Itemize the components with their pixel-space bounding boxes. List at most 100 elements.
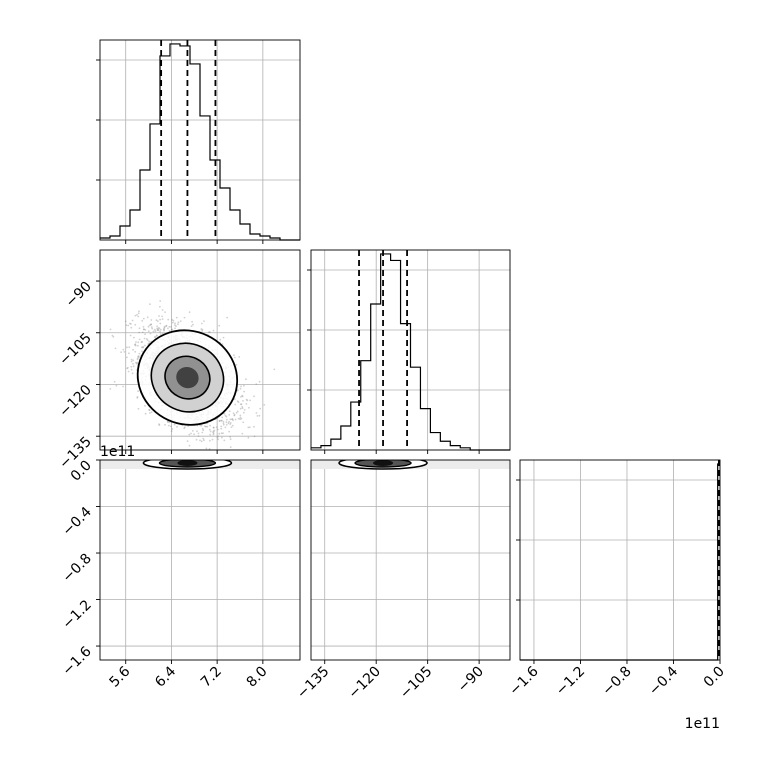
scatter-0-1-point-964 — [241, 407, 244, 410]
scatter-0-1-point-2239 — [248, 426, 251, 429]
scatter-0-1-point-693 — [129, 322, 131, 325]
scatter-0-1-point-655 — [141, 319, 144, 322]
hist-param-0-bin-16 — [260, 236, 270, 240]
scatter-0-1-point-1569 — [222, 336, 225, 339]
scatter-0-1-point-2424 — [144, 329, 147, 331]
scatter-0-1-point-1180 — [172, 319, 175, 322]
scatter-0-1-point-529 — [227, 422, 230, 425]
scatter-0-2-frame — [99, 459, 301, 661]
scatter-0-1-point-1056 — [171, 321, 174, 324]
scatter-0-1-point-1196 — [193, 433, 196, 436]
scatter-1-2-point-968 — [307, 460, 309, 462]
scatter-0-1-point-289 — [126, 346, 128, 349]
scatter-0-1-point-443 — [229, 446, 232, 448]
scatter-0-1-point-2151 — [212, 430, 215, 433]
scatter-0-1-point-1251 — [137, 315, 140, 318]
scatter-0-1-point-2110 — [173, 423, 176, 426]
scatter-0-1-point-1679 — [202, 429, 205, 432]
scatter-0-1-point-568 — [218, 432, 221, 435]
scatter-0-1-point-115 — [242, 400, 244, 402]
scatter-0-1-point-146 — [134, 344, 137, 347]
scatter-0-1-point-556 — [233, 413, 236, 416]
scatter-param0-vs-param1-panel — [96, 249, 301, 458]
scatter-0-1-point-1262 — [202, 437, 205, 440]
scatter-0-1-point-2419 — [243, 390, 246, 393]
scatter-0-1-point-643 — [129, 334, 132, 337]
scatter-0-1-point-1336 — [192, 323, 194, 326]
scatter-0-1-point-1788 — [188, 311, 191, 314]
scatter-0-1-point-2042 — [155, 319, 158, 322]
scatter-0-1-point-622 — [191, 430, 194, 432]
scatter-0-1-point-372 — [231, 418, 233, 421]
scatter-0-1-contour-3 — [176, 366, 199, 389]
scatter-0-1-point-813 — [155, 334, 158, 337]
scatter-0-1-point-2590 — [236, 410, 239, 413]
scatter-0-1-point-893 — [226, 316, 229, 319]
scatter-0-1-point-1662 — [217, 435, 220, 438]
hist-param-0-bin-14 — [240, 224, 250, 240]
scatter-0-1-point-2342 — [203, 320, 205, 322]
scatter-0-1-point-2423 — [213, 429, 216, 432]
scatter-0-1-point-1707 — [168, 325, 171, 328]
scatter-0-1-point-349 — [243, 384, 245, 387]
scatter-0-1-point-1899 — [138, 310, 140, 313]
scatter-0-1-point-461 — [148, 340, 150, 343]
scatter-0-2-band-core — [177, 460, 198, 466]
scatter-0-1-point-1386 — [156, 320, 159, 322]
scatter-0-1-point-382 — [209, 454, 211, 456]
scatter-0-1-point-357 — [150, 326, 153, 328]
scatter-0-1-point-1789 — [143, 328, 145, 331]
scatter-0-1-point-956 — [239, 407, 242, 410]
scatter-0-1-point-673 — [235, 363, 238, 366]
scatter-0-1-point-601 — [131, 372, 134, 375]
scatter-0-1-point-1640 — [200, 440, 203, 443]
scatter-0-1-point-974 — [159, 330, 162, 333]
scatter-0-1-point-1704 — [201, 328, 204, 331]
scatter-0-1-point-2553 — [201, 431, 204, 434]
scatter-0-1-point-973 — [123, 351, 126, 353]
scatter-0-1-point-782 — [148, 409, 151, 411]
scatter-0-1-point-1526 — [222, 420, 225, 423]
scatter-0-1-point-180 — [220, 425, 223, 428]
scatter-0-1-point-652 — [212, 433, 215, 436]
scatter-0-1-point-667 — [245, 403, 248, 405]
scatter-0-1-point-1270 — [179, 320, 182, 322]
scatter-0-1-point-1167 — [132, 348, 135, 351]
scatter-0-1-point-1814 — [163, 326, 166, 329]
scatter-0-1-point-2029 — [245, 378, 247, 381]
scatter-0-1-point-189 — [127, 324, 130, 327]
hist-param-0-bin-10 — [200, 116, 210, 240]
scatter-0-1-point-1178 — [196, 430, 198, 433]
scatter-0-1-point-407 — [253, 435, 256, 438]
scatter-0-1-point-2137 — [150, 411, 153, 413]
scatter-0-1-point-1963 — [130, 368, 133, 371]
scatter-0-1-point-2005 — [140, 346, 143, 349]
scatter-0-1-point-1762 — [137, 344, 139, 347]
scatter-0-1-point-1604 — [148, 408, 151, 411]
scatter-0-1-point-772 — [170, 425, 172, 428]
scatter-0-1-point-599 — [258, 414, 261, 417]
scatter-0-1-point-734 — [174, 327, 176, 330]
scatter-0-1-point-2461 — [149, 303, 151, 306]
scatter-0-1-point-389 — [215, 426, 218, 428]
scatter-0-1-point-615 — [221, 416, 224, 419]
scatter-0-1-point-179 — [149, 456, 151, 458]
scatter-0-1-point-510 — [186, 440, 189, 442]
scatter-0-1-point-2332 — [168, 329, 171, 332]
scatter-0-1-point-1237 — [142, 326, 145, 328]
scatter-1-2-body — [307, 460, 510, 470]
scatter-0-1-point-647 — [136, 314, 138, 316]
scatter-0-1-point-284 — [135, 341, 137, 343]
scatter-0-1-point-1009 — [132, 363, 134, 365]
scatter-0-1-point-2297 — [236, 389, 239, 392]
scatter-0-1-point-625 — [228, 420, 231, 423]
scatter-0-1-point-449 — [130, 365, 133, 368]
scatter-0-1-point-1984 — [171, 328, 174, 331]
scatter-0-1-point-2035 — [229, 436, 232, 438]
scatter-0-1-point-2086 — [253, 395, 255, 398]
scatter-0-1-point-1938 — [216, 436, 219, 439]
scatter-0-1-point-2290 — [145, 338, 148, 340]
scatter-0-1-point-1155 — [225, 421, 228, 424]
scatter-0-1-point-1500 — [241, 395, 244, 398]
hist-param-1-bin-14 — [450, 446, 460, 450]
